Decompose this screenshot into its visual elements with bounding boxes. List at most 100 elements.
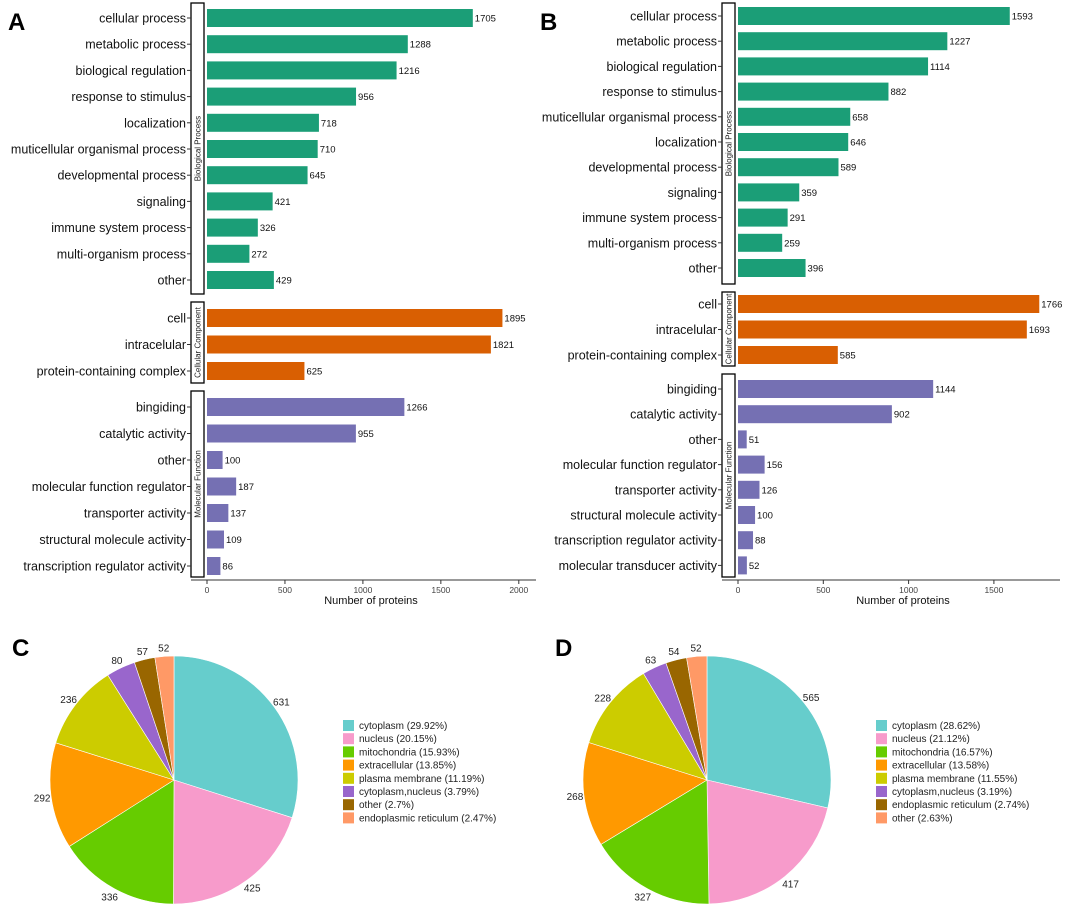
pie-slice — [600, 779, 710, 905]
pie-slice — [154, 655, 175, 781]
bar-value-label: 1266 — [406, 403, 427, 414]
bar-value-label: 589 — [840, 163, 856, 174]
legend-swatch — [343, 812, 354, 824]
panel-label-c: C — [12, 635, 29, 662]
category-label: immune system process — [51, 221, 186, 235]
bar — [738, 133, 849, 151]
bar — [738, 506, 756, 524]
legend-swatch — [876, 812, 887, 824]
bar — [207, 504, 229, 522]
x-tick-label: 1000 — [353, 585, 372, 595]
bar — [738, 57, 929, 76]
bar — [738, 32, 948, 51]
category-label: response to stimulus — [71, 90, 186, 104]
bar — [207, 218, 258, 237]
category-label: cellular process — [630, 10, 717, 24]
category-label: biological regulation — [607, 60, 718, 74]
bar — [738, 480, 760, 499]
facet-strip — [721, 373, 736, 578]
legend-label: endoplasmic reticulum (2.74%) — [892, 800, 1029, 811]
legend-swatch — [343, 786, 354, 797]
category-label: bingiding — [136, 401, 186, 415]
bar — [738, 405, 892, 424]
bar — [738, 233, 783, 252]
panel-label-b: B — [540, 9, 557, 36]
x-tick-label: 1500 — [431, 585, 450, 595]
category-label: transporter activity — [84, 507, 187, 521]
bar — [207, 424, 356, 443]
category-label: other — [158, 454, 187, 468]
bar-value-label: 126 — [761, 485, 777, 496]
bar-value-label: 326 — [260, 223, 276, 234]
category-label: molecular function regulator — [563, 458, 717, 472]
facet-label: Biological Process — [725, 111, 734, 176]
legend-swatch — [343, 799, 354, 811]
bar-group-biological-process: Biological Process cellular process 1705 me… — [11, 2, 496, 295]
panel-label-d: D — [555, 635, 572, 662]
bar-value-label: 882 — [890, 87, 906, 98]
category-label: multi-organism process — [588, 236, 717, 250]
bar-value-label: 109 — [226, 535, 242, 546]
category-label: structural molecule activity — [570, 509, 717, 523]
pie-slice — [582, 742, 708, 845]
x-axis-title: Number of proteins — [856, 595, 950, 607]
facet-label: Molecular Function — [725, 442, 734, 510]
legend-swatch — [876, 733, 887, 745]
bar — [207, 192, 273, 211]
bar — [207, 335, 491, 354]
category-label: protein-containing complex — [37, 365, 187, 379]
pie-value-label: 63 — [645, 656, 657, 667]
legend: cytoplasm (28.62%) nucleus (21.12%) mitoch… — [876, 720, 1029, 824]
pie-chart-c: C 631 425 336 292 236 80 57 52 cytoplasm (29.92%)… — [12, 635, 496, 905]
bar — [207, 244, 250, 263]
bar — [738, 556, 747, 575]
bar — [738, 380, 934, 398]
bar-value-label: 396 — [808, 264, 824, 275]
legend-label: extracellular (13.58%) — [892, 761, 989, 772]
category-label: metabolic process — [85, 38, 186, 52]
legend-label: mitochondria (16.57%) — [892, 747, 993, 758]
legend-swatch — [343, 720, 354, 731]
bar-value-label: 645 — [310, 171, 326, 182]
category-label: developmental process — [588, 161, 717, 175]
category-label: molecular function regulator — [32, 480, 186, 494]
bar — [207, 477, 237, 496]
bar — [207, 271, 274, 289]
x-axis: 0 500 1000 1500 Number of proteins — [722, 579, 1060, 607]
bar-value-label: 1216 — [399, 66, 420, 77]
category-label: cell — [698, 298, 717, 312]
legend-label: endoplasmic reticulum (2.47%) — [359, 813, 496, 824]
bar — [207, 398, 405, 416]
category-label: transporter activity — [615, 483, 718, 497]
bar — [207, 61, 397, 80]
category-label: biological regulation — [76, 64, 187, 78]
bar — [738, 430, 747, 449]
x-axis-title: Number of proteins — [324, 595, 418, 607]
legend-label: plasma membrane (11.19%) — [359, 774, 484, 785]
facet-label: Molecular Function — [194, 450, 203, 518]
bar — [207, 557, 221, 575]
facet-label: Cellular Component — [194, 306, 203, 377]
legend-label: extracellular (13.85%) — [359, 761, 456, 772]
x-tick-label: 0 — [205, 585, 210, 595]
facet-strip — [190, 390, 205, 578]
legend-swatch — [343, 733, 354, 745]
bar-group-biological-process: Biological Process cellular process 1593 me… — [542, 2, 1033, 285]
bar-value-label: 1766 — [1041, 300, 1062, 311]
pie-value-label: 54 — [668, 647, 680, 658]
bar — [207, 530, 224, 549]
category-label: metabolic process — [616, 35, 717, 49]
bar — [738, 531, 754, 550]
pie-value-label: 268 — [567, 792, 584, 803]
pie-slice — [49, 742, 175, 847]
pie-slice — [55, 674, 175, 781]
category-label: localization — [124, 116, 186, 130]
bar-value-label: 1288 — [410, 40, 431, 51]
bar — [738, 455, 765, 474]
legend: cytoplasm (29.92%) nucleus (20.15%) mitoch… — [343, 720, 496, 824]
legend-label: cytoplasm,nucleus (3.79%) — [359, 787, 479, 798]
legend-label: cytoplasm (29.92%) — [359, 721, 447, 732]
category-label: other — [689, 262, 718, 276]
bar — [738, 158, 839, 177]
bar — [207, 113, 319, 132]
